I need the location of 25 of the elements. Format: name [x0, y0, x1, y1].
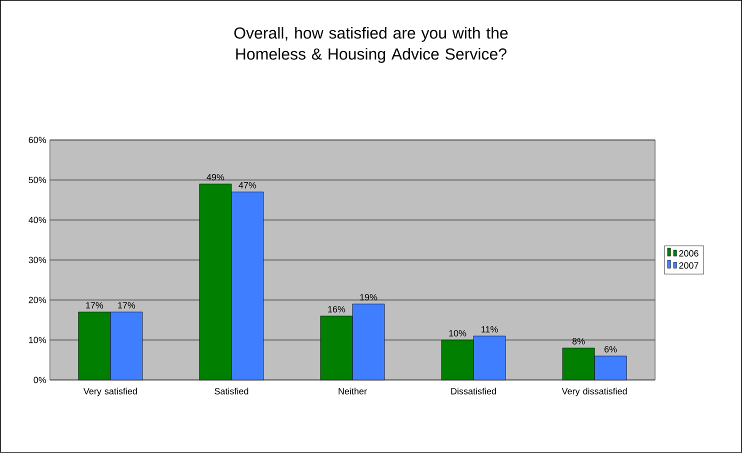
y-tick-label: 40%: [28, 216, 46, 224]
data-label: 17%: [118, 302, 136, 308]
y-tick-label: 30%: [28, 256, 46, 264]
data-label: 16%: [328, 306, 346, 312]
data-label: 19%: [360, 294, 378, 300]
x-tick-label: Satisfied: [214, 388, 248, 394]
x-tick-label: Neither: [338, 388, 367, 394]
x-tick-label: Very satisfied: [83, 388, 137, 396]
data-label: 47%: [238, 182, 256, 188]
x-tick-label: Very dissatisfied: [562, 388, 627, 396]
y-tick-label: 20%: [28, 296, 46, 304]
y-tick-label: 60%: [28, 136, 46, 144]
data-label: 11%: [482, 326, 498, 332]
data-label: 8%: [572, 338, 585, 344]
y-tick-label: 50%: [28, 176, 46, 184]
data-label: 6%: [604, 346, 617, 352]
chart-title: Overall, how satisfied are you with the Homeless & Housing Advice Service?: [234, 26, 508, 63]
data-label: 49%: [206, 174, 224, 180]
data-label: 17%: [86, 302, 104, 308]
legend-label: 2007: [679, 262, 698, 269]
y-tick-label: 0%: [34, 376, 46, 384]
x-tick-label: Dissatisfied: [451, 388, 496, 394]
y-tick-label: 10%: [29, 336, 46, 344]
data-label: 10%: [449, 330, 466, 336]
legend-label: 2006: [679, 250, 698, 257]
